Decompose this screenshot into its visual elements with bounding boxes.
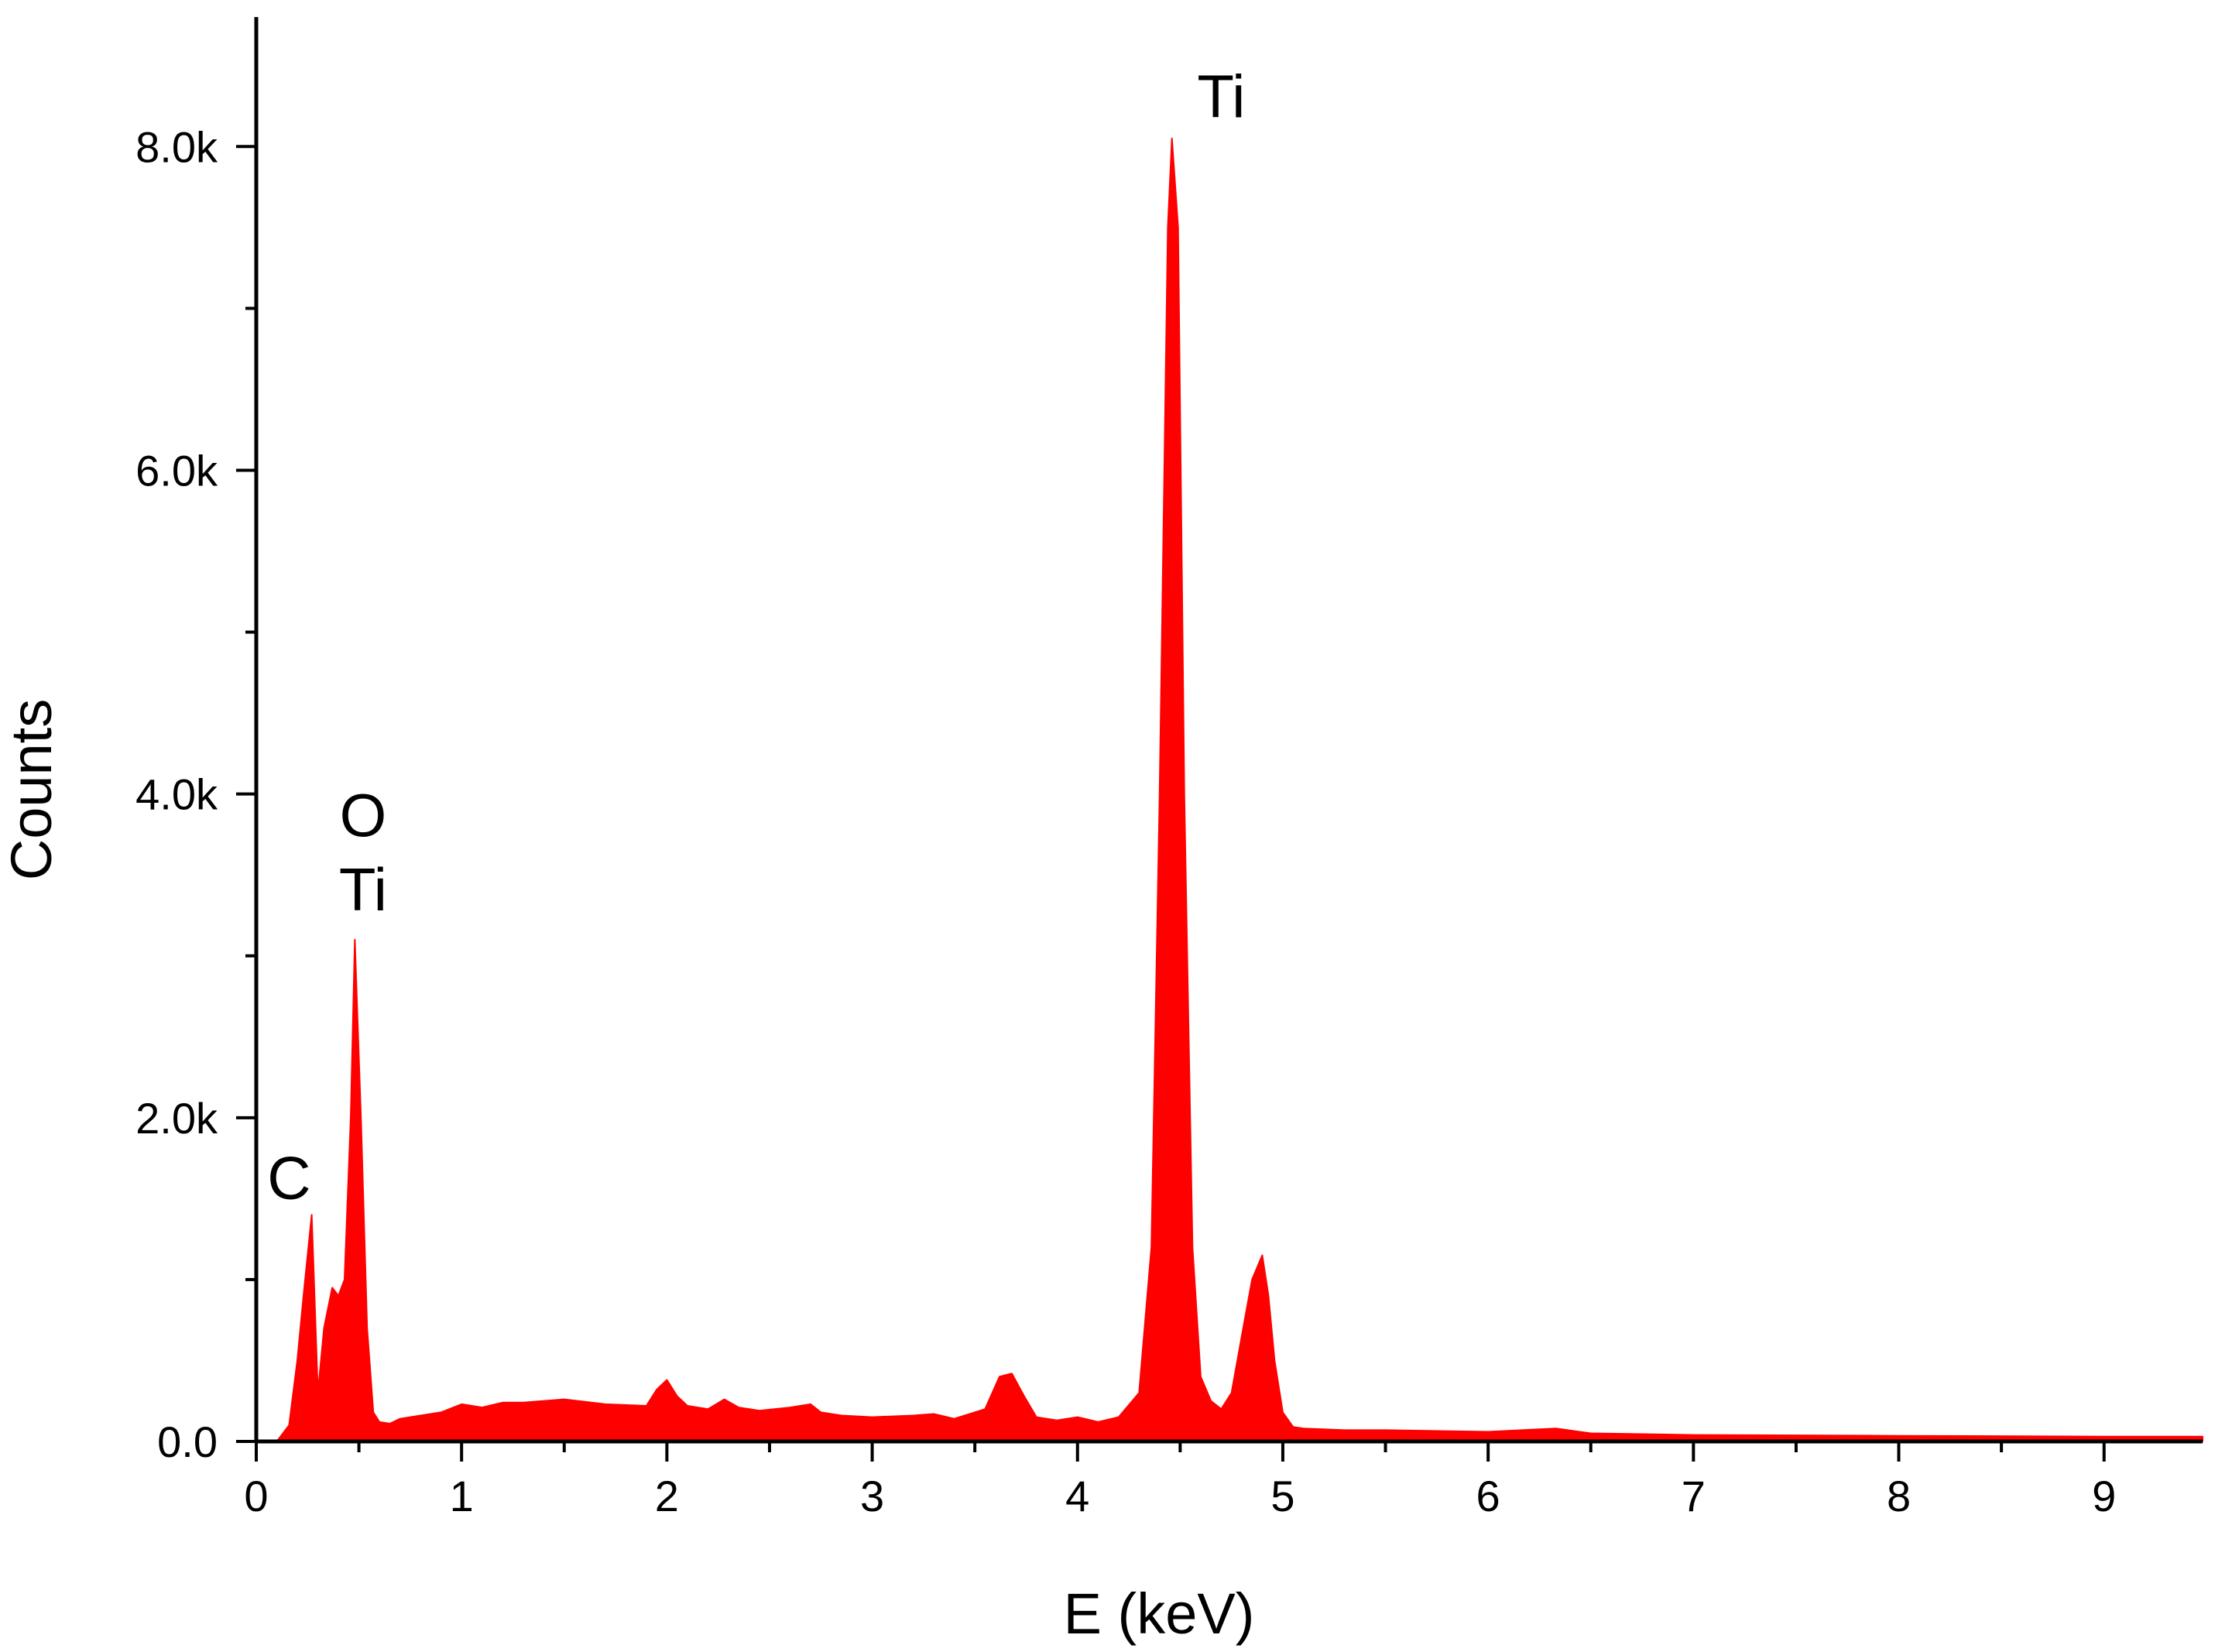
- peak-label: C: [267, 1143, 310, 1212]
- y-tick-label: 6.0k: [135, 446, 218, 495]
- peak-label: Ti: [339, 855, 387, 924]
- x-tick-label: 4: [1065, 1472, 1089, 1520]
- x-axis-title: E (keV): [1064, 1582, 1255, 1646]
- x-tick-label: 9: [2092, 1472, 2116, 1520]
- peak-label: Ti: [1197, 63, 1245, 131]
- y-axis-title: Counts: [0, 699, 63, 880]
- y-tick-label: 4.0k: [135, 770, 218, 819]
- peak-label: O: [340, 781, 387, 849]
- x-tick-label: 0: [244, 1472, 268, 1520]
- spectrum-area: [255, 137, 2203, 1442]
- y-tick-label: 2.0k: [135, 1094, 218, 1143]
- x-tick-label: 3: [860, 1472, 884, 1520]
- x-tick-label: 7: [1682, 1472, 1706, 1520]
- y-tick-label: 8.0k: [135, 122, 218, 171]
- x-tick-label: 8: [1887, 1472, 1911, 1520]
- x-tick-label: 2: [655, 1472, 679, 1520]
- x-tick-label: 5: [1270, 1472, 1294, 1520]
- axes: 0 1 2 3 4 5 6 7 8 9 0.0 2.0k 4.0k 6.0k 8.0k: [135, 17, 2203, 1520]
- x-tick-label: 1: [450, 1472, 474, 1520]
- x-tick-label: 6: [1476, 1472, 1500, 1520]
- y-tick-label: 0.0: [157, 1417, 218, 1466]
